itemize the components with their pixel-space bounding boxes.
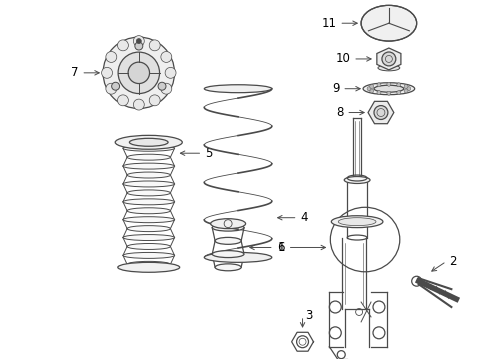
Text: 5: 5 (205, 147, 212, 160)
Ellipse shape (344, 176, 369, 184)
Ellipse shape (212, 224, 244, 231)
Ellipse shape (331, 216, 382, 228)
Text: 9: 9 (331, 82, 339, 95)
Ellipse shape (122, 252, 174, 258)
Circle shape (381, 52, 395, 66)
Ellipse shape (360, 5, 416, 41)
Ellipse shape (127, 172, 170, 178)
Circle shape (118, 52, 159, 94)
Circle shape (366, 87, 370, 91)
Circle shape (117, 40, 128, 51)
Text: 8: 8 (335, 106, 343, 119)
Polygon shape (367, 102, 393, 124)
Ellipse shape (127, 190, 170, 196)
Circle shape (396, 83, 400, 87)
Text: 3: 3 (305, 310, 312, 323)
Circle shape (369, 85, 373, 89)
Ellipse shape (215, 237, 241, 244)
Ellipse shape (215, 264, 241, 271)
Ellipse shape (127, 261, 170, 267)
Ellipse shape (127, 208, 170, 214)
Ellipse shape (127, 154, 170, 160)
Text: 7: 7 (71, 66, 78, 79)
Circle shape (165, 67, 176, 78)
Circle shape (105, 83, 117, 94)
Circle shape (133, 36, 144, 46)
Ellipse shape (212, 251, 244, 257)
Ellipse shape (338, 218, 375, 226)
Text: 10: 10 (335, 53, 349, 66)
Polygon shape (376, 48, 400, 70)
Ellipse shape (210, 219, 245, 229)
Circle shape (117, 95, 128, 106)
Text: 2: 2 (448, 255, 456, 268)
Ellipse shape (122, 217, 174, 223)
Ellipse shape (127, 226, 170, 231)
Circle shape (105, 51, 117, 62)
Ellipse shape (377, 65, 399, 71)
Ellipse shape (122, 181, 174, 187)
Circle shape (149, 40, 160, 51)
Text: 4: 4 (300, 211, 307, 224)
Circle shape (133, 99, 144, 110)
Circle shape (128, 62, 149, 84)
Text: 1: 1 (277, 241, 284, 254)
Circle shape (135, 42, 142, 50)
Circle shape (396, 91, 400, 95)
Circle shape (103, 37, 174, 109)
Circle shape (102, 67, 112, 78)
Ellipse shape (115, 135, 182, 149)
Circle shape (376, 83, 380, 87)
Ellipse shape (204, 252, 271, 262)
Ellipse shape (204, 85, 271, 93)
Circle shape (161, 83, 171, 94)
Circle shape (373, 105, 387, 120)
Ellipse shape (129, 138, 168, 146)
Ellipse shape (122, 163, 174, 169)
Circle shape (111, 82, 120, 90)
Circle shape (406, 87, 410, 91)
Ellipse shape (118, 262, 179, 272)
Circle shape (386, 91, 390, 95)
Circle shape (376, 91, 380, 95)
Circle shape (386, 82, 390, 86)
Circle shape (403, 89, 407, 93)
Ellipse shape (362, 83, 414, 95)
Circle shape (403, 85, 407, 89)
Ellipse shape (127, 243, 170, 249)
Ellipse shape (122, 199, 174, 205)
Circle shape (161, 51, 171, 62)
Ellipse shape (122, 145, 174, 151)
Circle shape (158, 82, 165, 90)
Circle shape (149, 95, 160, 106)
Ellipse shape (373, 85, 403, 92)
Ellipse shape (122, 235, 174, 240)
Circle shape (136, 39, 141, 44)
Text: 11: 11 (321, 17, 336, 30)
Text: 6: 6 (276, 241, 284, 254)
Circle shape (369, 89, 373, 93)
